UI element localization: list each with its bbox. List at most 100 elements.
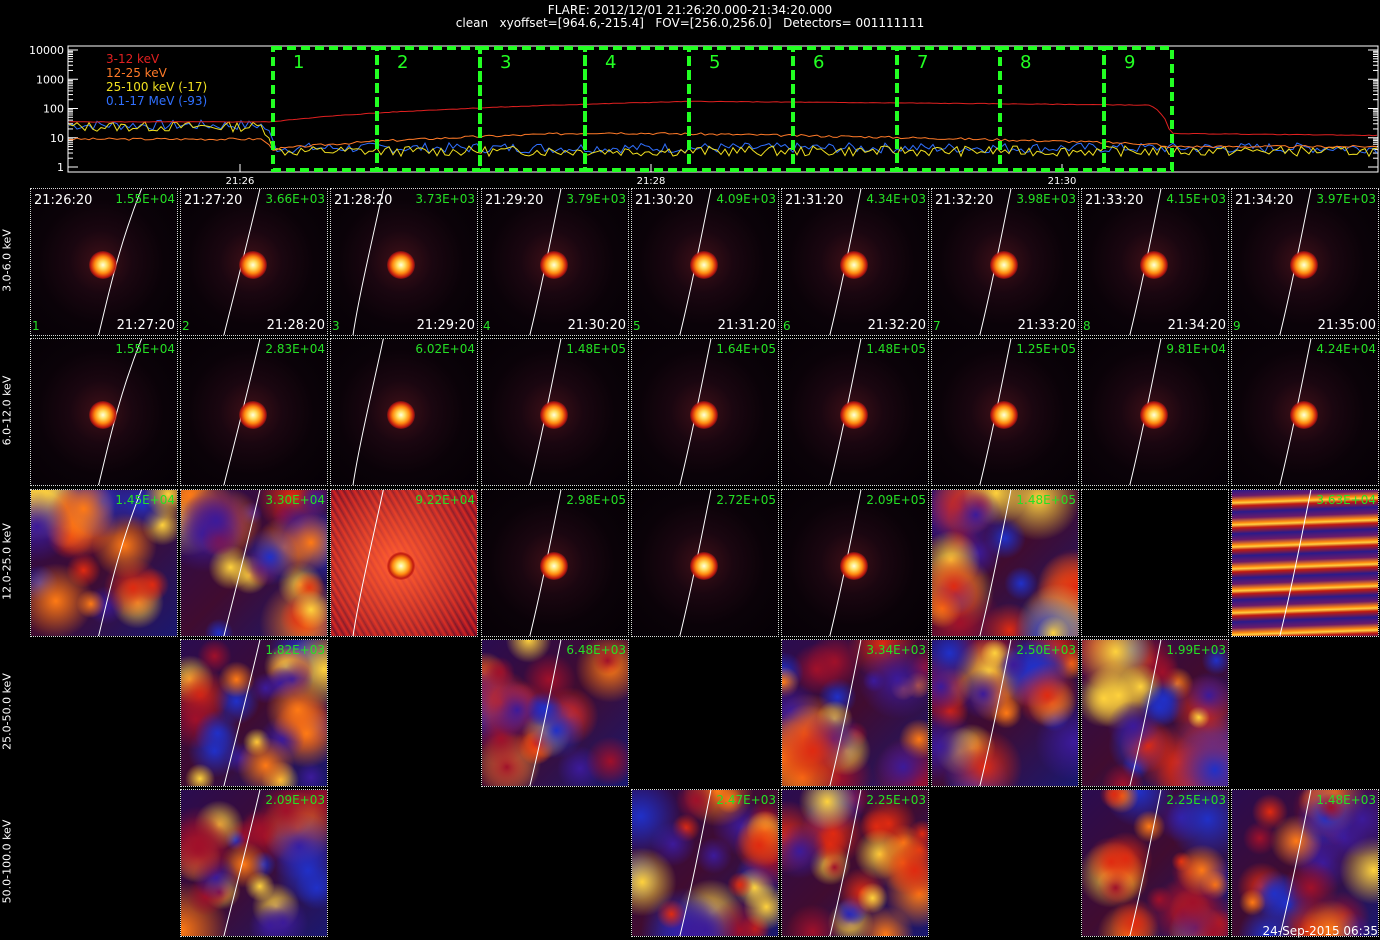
legend-entry-25-100kev: 25-100 keV (-17) <box>106 80 208 94</box>
time-start-label: 21:28:20 <box>334 193 393 208</box>
image-panel[interactable]: 9.22E+04 <box>330 489 478 637</box>
interval-label: 7 <box>917 52 928 73</box>
flare-source <box>89 251 117 279</box>
interval-box <box>478 46 587 172</box>
time-start-label: 21:32:20 <box>935 193 994 208</box>
image-panel[interactable]: 6.02E+04 <box>330 338 478 486</box>
max-value-label: 2.47E+03 <box>716 793 776 807</box>
image-panel[interactable]: 1.45E+04 <box>30 489 178 637</box>
row-label: 25.0-50.0 keV <box>0 673 14 750</box>
flare-source <box>1290 251 1318 279</box>
flare-source <box>840 251 868 279</box>
solar-limb-line <box>1279 490 1312 636</box>
image-panel[interactable]: 2.25E+03 <box>1081 789 1229 937</box>
time-start-label: 21:31:20 <box>785 193 844 208</box>
flare-source <box>540 401 568 429</box>
image-panel[interactable]: 2.47E+03 <box>631 789 779 937</box>
time-end-label: 21:28:20 <box>266 318 325 333</box>
image-panel[interactable]: 1.48E+05 <box>931 489 1079 637</box>
solar-limb-line <box>223 790 261 936</box>
image-panel[interactable]: 3.63E+04 <box>1231 489 1379 637</box>
image-panel[interactable]: 1.48E+05 <box>481 338 629 486</box>
solar-limb-line <box>1129 640 1162 786</box>
image-panel[interactable]: 2.25E+03 <box>781 789 929 937</box>
flare-source <box>990 251 1018 279</box>
time-end-label: 21:35:00 <box>1317 318 1376 333</box>
flare-source <box>239 251 267 279</box>
time-end-label: 21:34:20 <box>1167 318 1226 333</box>
image-panel[interactable]: 3.79E+03 21:29:20 4 21:30:20 <box>481 188 629 336</box>
image-panel[interactable]: 4.09E+03 21:30:20 5 21:31:20 <box>631 188 779 336</box>
flare-source <box>1290 401 1318 429</box>
image-panel[interactable]: 9.81E+04 <box>1081 338 1229 486</box>
max-value-label: 1.55E+04 <box>115 192 175 206</box>
max-value-label: 3.98E+03 <box>1016 192 1076 206</box>
image-panel[interactable]: 2.83E+04 <box>180 338 328 486</box>
interval-index: 3 <box>332 319 340 333</box>
solar-limb-line <box>979 640 1012 786</box>
max-value-label: 1.55E+04 <box>115 342 175 356</box>
flare-source <box>1140 401 1168 429</box>
footer-date: 24-Sep-2015 06:35 <box>1262 924 1378 938</box>
curve-12-25kev <box>68 132 1378 151</box>
max-value-label: 2.98E+05 <box>566 493 626 507</box>
image-panel[interactable]: 3.73E+03 21:28:20 3 21:29:20 <box>330 188 478 336</box>
image-panel[interactable]: 3.30E+04 <box>180 489 328 637</box>
interval-label: 9 <box>1124 52 1135 73</box>
image-panel[interactable]: 2.09E+03 <box>180 789 328 937</box>
image-panel[interactable]: 6.48E+03 <box>481 639 629 787</box>
flare-source <box>990 401 1018 429</box>
lightcurve-plot: 10000100010010121:2621:2821:3021:3221:34… <box>29 44 1379 185</box>
image-panel[interactable]: 3.66E+03 21:27:20 2 21:28:20 <box>180 188 328 336</box>
image-panel[interactable]: 4.34E+03 21:31:20 6 21:32:20 <box>781 188 929 336</box>
image-panel[interactable]: 3.98E+03 21:32:20 7 21:33:20 <box>931 188 1079 336</box>
image-background <box>632 790 778 936</box>
max-value-label: 3.63E+04 <box>1316 493 1376 507</box>
y-tick-label: 1 <box>57 161 64 174</box>
interval-index: 8 <box>1083 319 1091 333</box>
max-value-label: 9.22E+04 <box>415 493 475 507</box>
image-panel[interactable]: 2.98E+05 <box>481 489 629 637</box>
time-start-label: 21:29:20 <box>485 193 544 208</box>
image-panel[interactable]: 1.25E+05 <box>931 338 1079 486</box>
solar-limb-line <box>223 490 261 636</box>
image-panel[interactable]: 1.99E+03 <box>1081 639 1229 787</box>
flare-source <box>387 552 415 580</box>
interval-index: 2 <box>182 319 190 333</box>
legend-entry-12-25kev: 12-25 keV <box>106 66 167 80</box>
row-label: 12.0-25.0 keV <box>0 523 14 600</box>
max-value-label: 3.30E+04 <box>265 493 325 507</box>
x-tick-label: 21:26 <box>226 176 255 185</box>
image-panel[interactable]: 1.48E+03 <box>1231 789 1379 937</box>
flare-source <box>540 251 568 279</box>
image-panel[interactable]: 2.09E+05 <box>781 489 929 637</box>
time-end-label: 21:31:20 <box>717 318 776 333</box>
image-panel[interactable]: 1.82E+03 <box>180 639 328 787</box>
image-panel[interactable]: 1.55E+04 <box>30 338 178 486</box>
image-panel[interactable]: 2.50E+03 <box>931 639 1079 787</box>
image-panel[interactable]: 4.15E+03 21:33:20 8 21:34:20 <box>1081 188 1229 336</box>
image-panel[interactable]: 1.55E+04 21:26:20 1 21:27:20 <box>30 188 178 336</box>
flare-source <box>89 401 117 429</box>
time-end-label: 21:33:20 <box>1017 318 1076 333</box>
image-panel[interactable]: 1.48E+05 <box>781 338 929 486</box>
legend-entry-3-12kev: 3-12 keV <box>106 52 160 66</box>
legend-entry-0.1-17mev: 0.1-17 MeV (-93) <box>106 94 208 108</box>
time-start-label: 21:34:20 <box>1235 193 1294 208</box>
solar-limb-line <box>829 640 862 786</box>
image-panel[interactable]: 1.64E+05 <box>631 338 779 486</box>
solar-limb-line <box>979 490 1012 636</box>
max-value-label: 3.79E+03 <box>566 192 626 206</box>
plot-title: FLARE: 2012/12/01 21:26:20.000-21:34:20.… <box>547 3 833 17</box>
image-panel[interactable]: 3.34E+03 <box>781 639 929 787</box>
x-tick-label: 21:30 <box>1048 176 1077 185</box>
image-background <box>1082 490 1228 636</box>
image-panel[interactable]: 2.72E+05 <box>631 489 779 637</box>
max-value-label: 4.24E+04 <box>1316 342 1376 356</box>
interval-index: 1 <box>32 319 40 333</box>
image-panel[interactable] <box>1081 489 1229 637</box>
image-background <box>1082 790 1228 936</box>
image-panel[interactable]: 4.24E+04 <box>1231 338 1379 486</box>
interval-label: 6 <box>813 52 824 73</box>
image-panel[interactable]: 3.97E+03 21:34:20 9 21:35:00 <box>1231 188 1379 336</box>
